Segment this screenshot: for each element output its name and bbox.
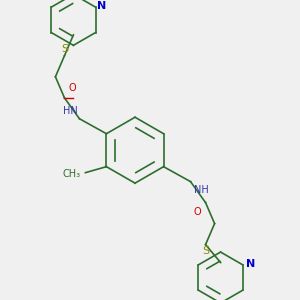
Text: O: O bbox=[194, 207, 201, 217]
Text: CH₃: CH₃ bbox=[63, 169, 81, 179]
Text: HN: HN bbox=[63, 106, 78, 116]
Text: O: O bbox=[69, 83, 76, 93]
Text: S: S bbox=[202, 246, 209, 256]
Text: N: N bbox=[98, 2, 107, 11]
Text: N: N bbox=[246, 259, 255, 269]
Text: NH: NH bbox=[194, 184, 208, 195]
Text: S: S bbox=[61, 44, 68, 54]
